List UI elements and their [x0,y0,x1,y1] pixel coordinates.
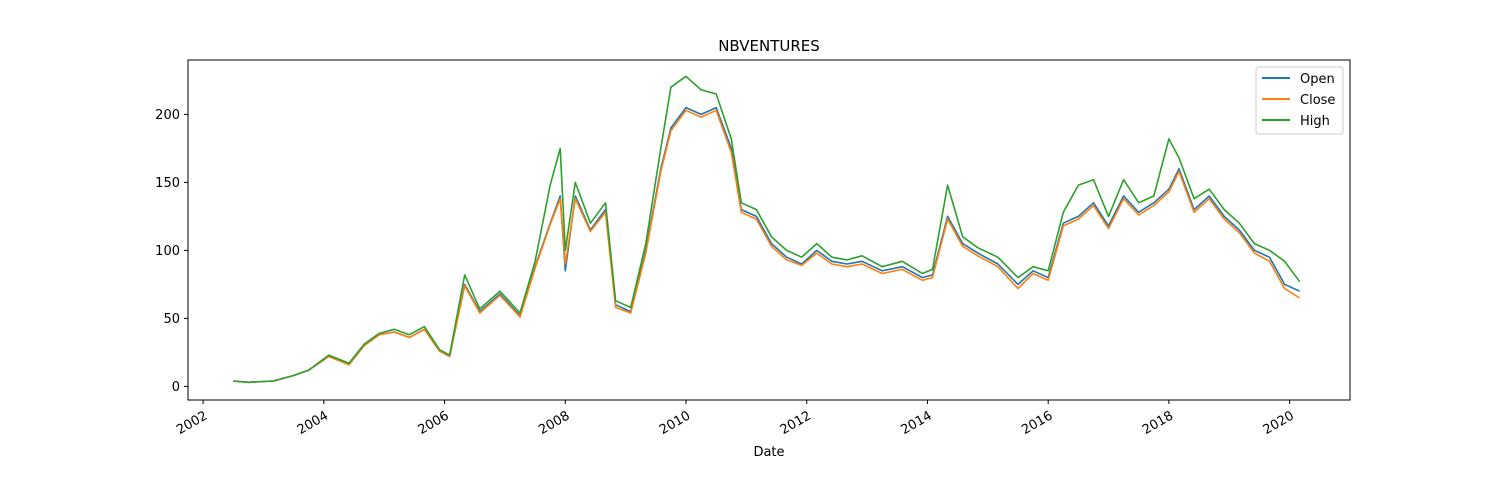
x-axis: 2002 2004 2006 2008 2010 2012 2014 2016 2018 2020 [174,400,1297,438]
plot-area-frame [187,59,1351,401]
x-tick-label: 2006 [416,408,452,438]
x-tick-label: 2020 [1261,408,1297,438]
legend-label-high: High [1300,114,1330,129]
x-tick-label: 2002 [174,408,210,438]
series-line-high [233,75,1301,384]
x-tick-label: 2012 [778,408,814,438]
series-line-close [233,109,1301,384]
x-tick-label: 2004 [295,408,331,438]
series-layer [233,75,1301,384]
y-tick-label: 0 [172,380,180,395]
y-tick-label: 200 [155,108,180,123]
legend: Open Close High [1255,66,1344,135]
x-tick-label: 2014 [898,408,934,438]
legend-label-open: Open [1300,72,1335,87]
x-tick-label: 2010 [657,408,693,438]
y-axis: 0 50 100 150 200 [155,108,188,395]
y-tick-label: 50 [163,312,180,327]
x-tick-label: 2016 [1019,408,1055,438]
x-axis-label: Date [753,445,784,460]
y-tick-label: 100 [155,244,180,259]
x-tick-label: 2008 [536,408,572,438]
legend-label-close: Close [1300,93,1335,108]
chart-title: NBVENTURES [718,37,820,55]
legend-box [1255,66,1344,135]
y-tick-label: 150 [155,176,180,191]
x-tick-label: 2018 [1140,408,1176,438]
